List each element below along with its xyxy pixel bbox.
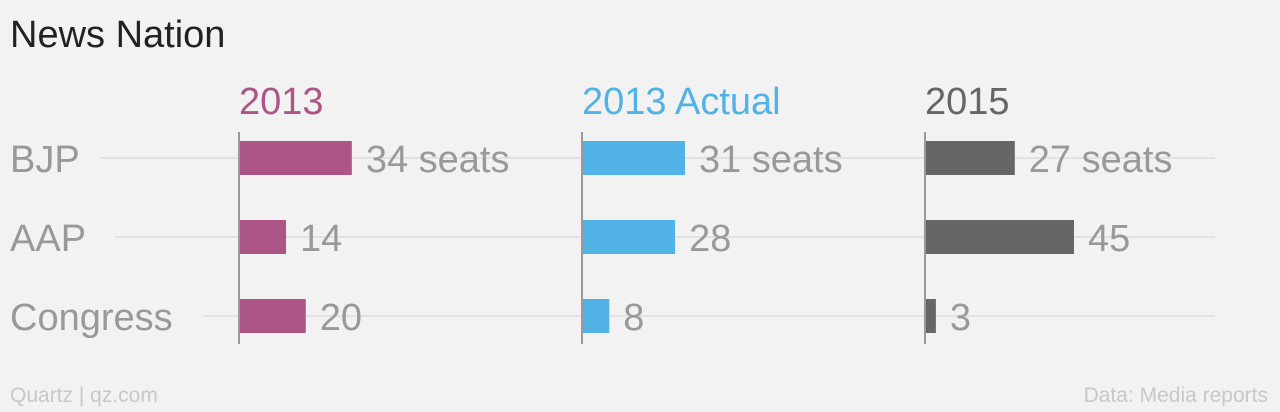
category-label-aap: AAP [10, 218, 86, 260]
footer-source-right: Data: Media reports [1083, 384, 1268, 407]
series-header-2013-actual: 2013 Actual [582, 81, 781, 123]
value-label-2013-actual-congress: 8 [623, 297, 644, 339]
value-label-2013-actual-bjp: 31 seats [699, 139, 843, 181]
value-label-2013-aap: 14 [300, 218, 342, 260]
bar-2013-actual-bjp [583, 141, 685, 175]
bar-2015-aap [926, 220, 1074, 254]
value-label-2013-bjp: 34 seats [366, 139, 510, 181]
series-header-2015: 2015 [925, 81, 1010, 123]
bar-2013-aap [240, 220, 287, 254]
value-label-2015-aap: 45 [1088, 218, 1130, 260]
category-label-bjp: BJP [10, 139, 80, 181]
series-header-2013: 2013 [239, 81, 324, 123]
value-label-2013-congress: 20 [320, 297, 362, 339]
value-label-2013-actual-aap: 28 [689, 218, 731, 260]
bar-2015-congress [926, 299, 936, 333]
chart-title: News Nation [10, 14, 226, 56]
footer-source-left: Quartz | qz.com [10, 384, 158, 407]
value-label-2015-congress: 3 [950, 297, 971, 339]
bar-2013-actual-congress [583, 299, 610, 333]
category-label-congress: Congress [10, 297, 173, 339]
bar-2013-actual-aap [583, 220, 676, 254]
bar-2015-bjp [926, 141, 1015, 175]
bar-2013-bjp [240, 141, 352, 175]
value-label-2015-bjp: 27 seats [1029, 139, 1173, 181]
bar-2013-congress [240, 299, 306, 333]
